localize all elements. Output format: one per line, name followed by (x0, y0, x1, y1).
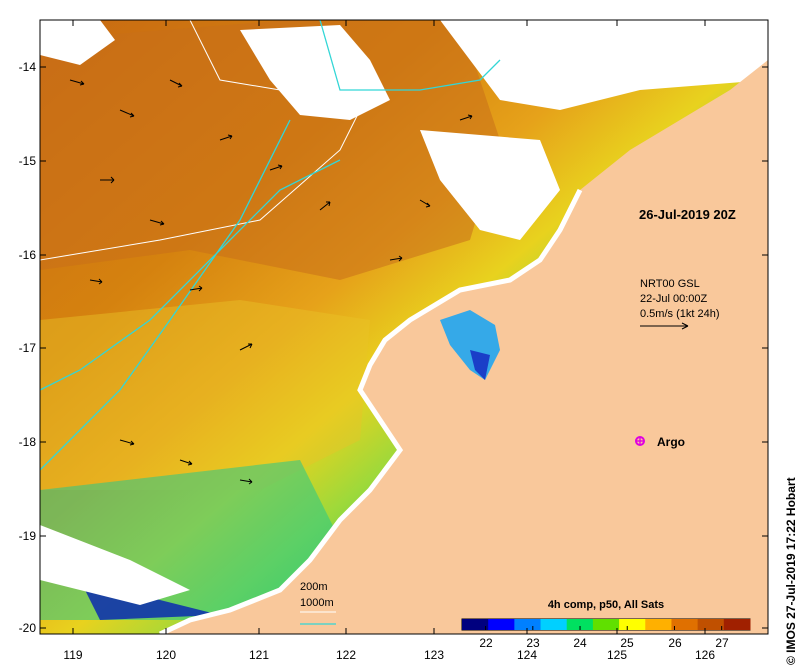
observation-date-label: 26-Jul-2019 20Z (639, 207, 736, 222)
current-source-label: NRT00 GSL (640, 278, 700, 290)
colorbar-cell (592, 619, 620, 630)
colorbar-cell (566, 619, 594, 630)
cloud-patch (440, 20, 768, 110)
x-axis-label: 123 (423, 648, 445, 662)
colorbar-title: 4h comp, p50, All Sats (547, 599, 665, 611)
colorbar-cell (540, 619, 568, 630)
y-axis-label: -17 (18, 341, 36, 355)
colorbar-cell (645, 619, 672, 630)
isobath-200m (40, 20, 361, 261)
y-axis-label: -15 (18, 154, 36, 168)
sst-map-canvas (40, 20, 768, 634)
current-scale-label: 0.5m/s (1kt 24h) (640, 308, 720, 320)
imos-credit: © IMOS 27-Jul-2019 17:22 Hobart (784, 477, 798, 665)
colorbar-tick-label: 27 (715, 636, 729, 650)
x-axis-label: 121 (248, 648, 270, 662)
colorbar-tick-label: 23 (526, 636, 540, 650)
colorbar-cell (488, 619, 515, 630)
colorbar (461, 618, 751, 631)
cloud-patch (40, 20, 115, 65)
x-axis-label: 124 (516, 648, 538, 662)
x-axis-label: 119 (63, 648, 83, 662)
isobath-1000m (40, 20, 501, 391)
y-axis-label: -19 (18, 529, 36, 543)
current-vectors (69, 79, 473, 485)
king-sound-cold (470, 350, 490, 380)
current-date-label: 22-Jul 00:00Z (640, 293, 708, 305)
colorbar-tick-label: 25 (620, 636, 634, 650)
y-axis-label: -16 (18, 248, 36, 262)
colorbar-cell (462, 619, 489, 630)
current-scale-arrow (640, 322, 689, 330)
colorbar-cell (671, 619, 699, 630)
y-axis-label: -20 (18, 621, 36, 635)
argo-label: Argo (657, 435, 685, 449)
isobath-1000m (40, 119, 291, 471)
x-axis-label: 120 (155, 648, 177, 662)
warm-water-region (40, 20, 500, 280)
colorbar-cells (462, 619, 751, 630)
mid-temp-region (40, 300, 370, 490)
coastline (158, 188, 583, 634)
x-axis-label: 126 (694, 648, 716, 662)
colorbar-tick-label: 26 (668, 636, 682, 650)
y-axis-label: -18 (18, 435, 36, 449)
sst-map[interactable]: .cloud{fill:#ffffff;} (40, 20, 768, 634)
colorbar-tick-label: 24 (573, 636, 587, 650)
isobath-1000m-label: 1000m (300, 597, 334, 609)
isobath-200m-label: 200m (300, 581, 328, 593)
y-axis-label: -14 (18, 60, 36, 74)
colorbar-cell (697, 619, 725, 630)
colorbar-cell (723, 619, 751, 630)
colorbar-tick-label: 22 (479, 636, 493, 650)
cloud-patch (420, 130, 560, 240)
colorbar-cell (619, 619, 646, 630)
x-axis-label: 125 (606, 648, 628, 662)
colorbar-cell (514, 619, 542, 630)
x-axis-label: 122 (335, 648, 357, 662)
cloud-patch (40, 525, 190, 605)
